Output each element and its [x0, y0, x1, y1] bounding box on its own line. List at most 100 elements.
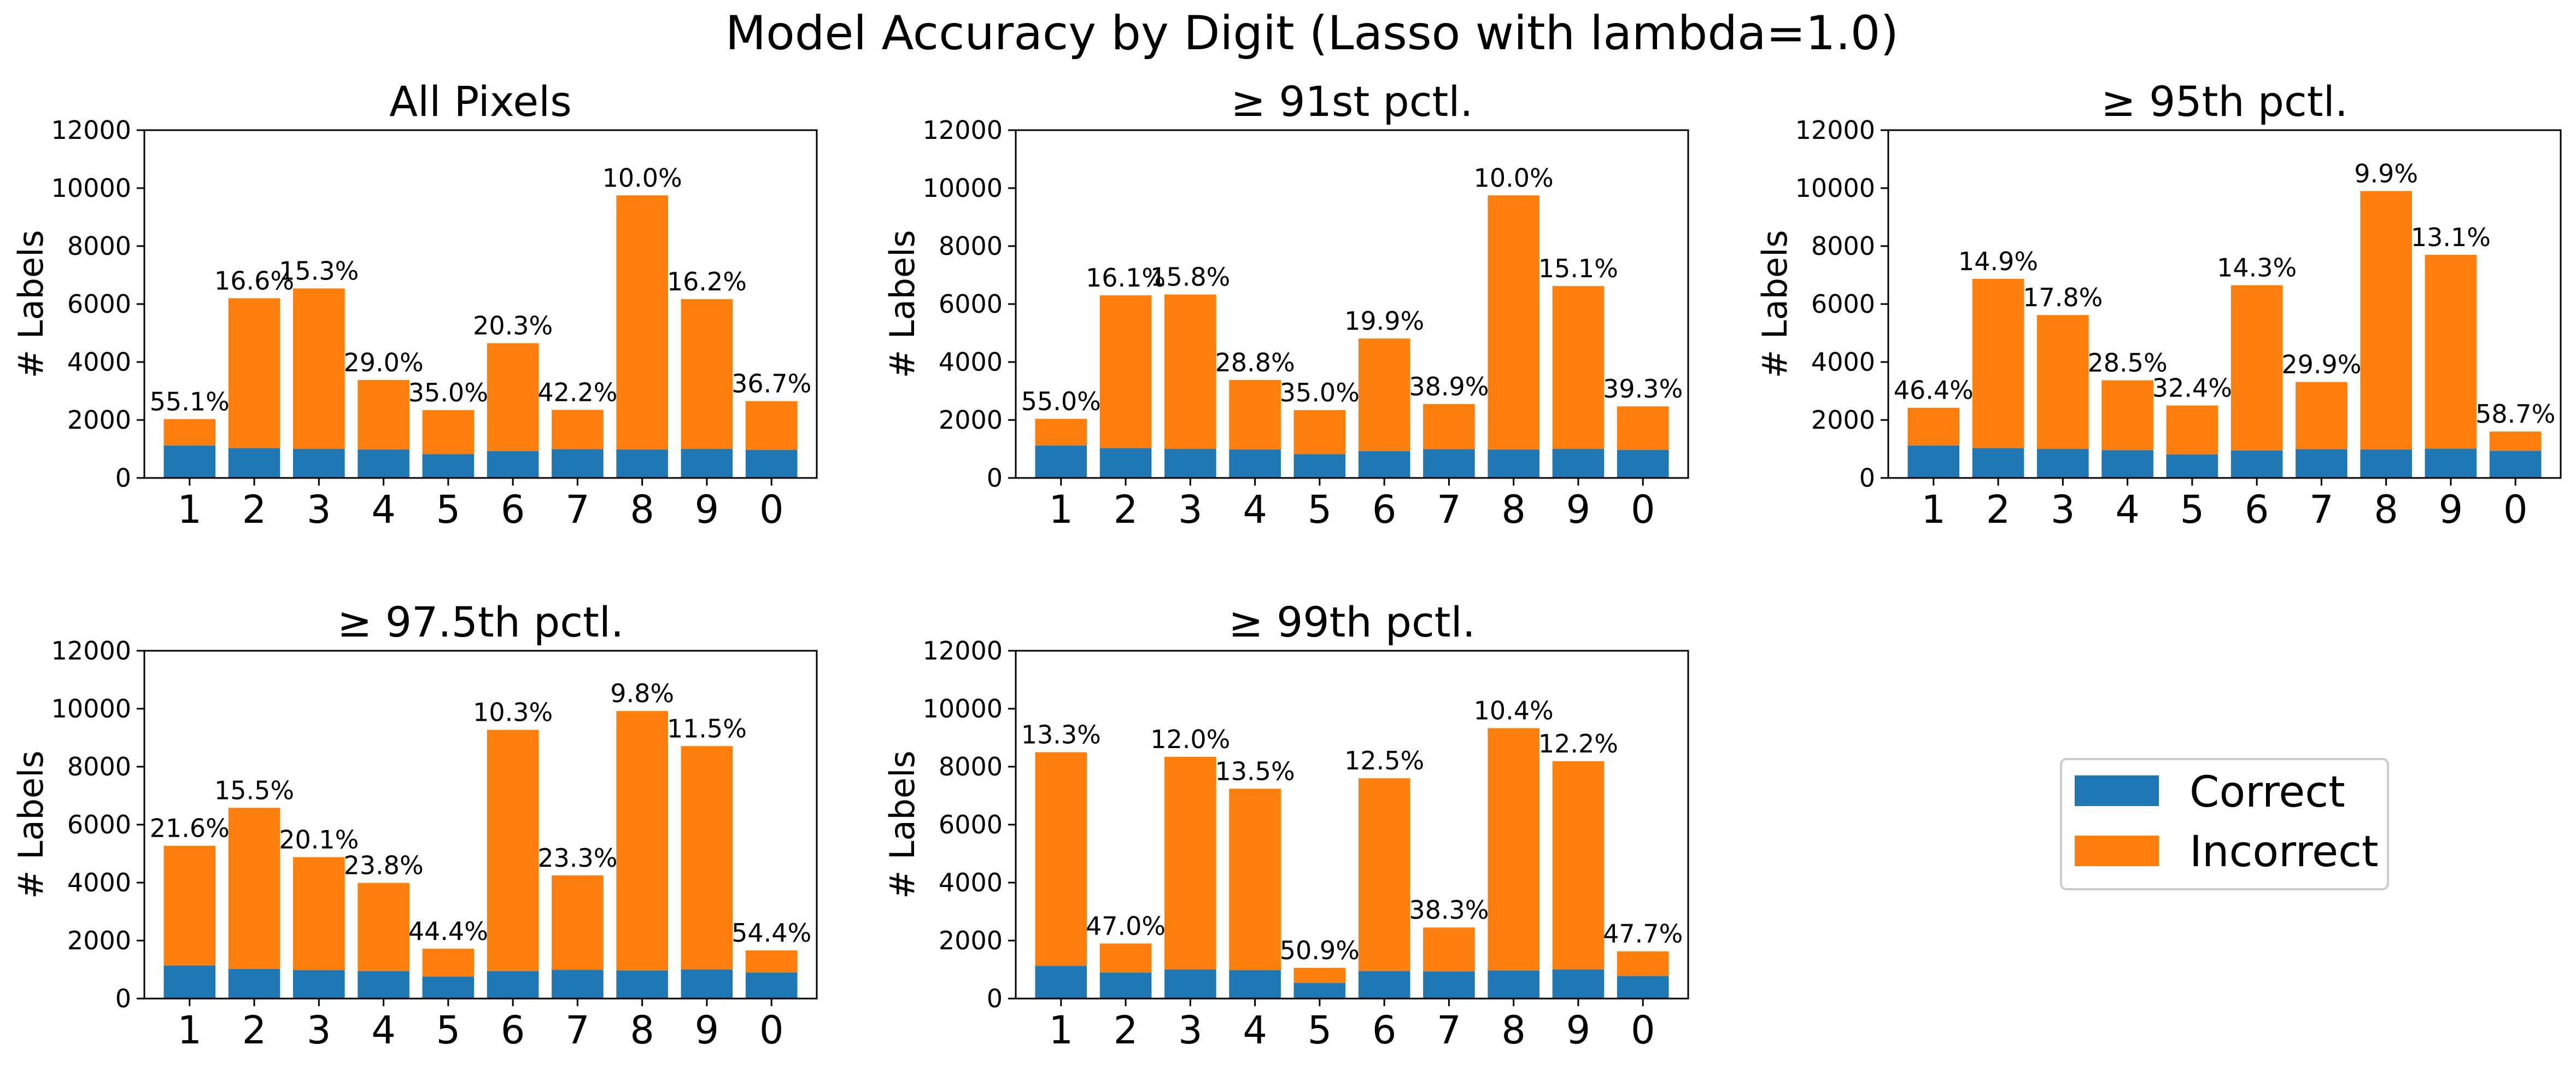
data-label-1: 55.0% [1021, 387, 1101, 416]
data-label-4: 13.5% [1215, 756, 1295, 786]
bar-correct-4 [1229, 450, 1281, 478]
panel-title: All Pixels [389, 77, 572, 126]
bar-incorrect-1 [1035, 752, 1087, 966]
x-tick-label: 9 [695, 1008, 719, 1053]
data-label-1: 46.4% [1894, 376, 1974, 405]
x-tick-label: 7 [1437, 487, 1461, 532]
data-label-6: 14.3% [2217, 253, 2297, 283]
x-tick-label: 2 [1986, 487, 2011, 532]
bar-correct-1 [1035, 445, 1087, 478]
x-tick-label: 6 [501, 1008, 525, 1053]
bar-correct-5 [422, 976, 475, 999]
bar-incorrect-9 [1552, 761, 1605, 970]
data-label-9: 15.1% [1538, 254, 1618, 283]
y-tick-label: 10000 [923, 694, 1003, 723]
bar-incorrect-5 [1293, 967, 1346, 983]
data-label-9: 13.1% [2411, 223, 2491, 252]
data-label-3: 17.8% [2023, 283, 2103, 312]
x-tick-label: 8 [1501, 487, 1526, 532]
bar-incorrect-4 [358, 883, 409, 971]
data-label-8: 10.0% [602, 163, 682, 192]
y-tick-label: 12000 [1795, 115, 1875, 145]
x-tick-label: 5 [2180, 487, 2205, 532]
x-tick-label: 3 [1178, 1008, 1203, 1053]
x-tick-label: 5 [436, 487, 461, 532]
data-label-1: 55.1% [150, 387, 230, 416]
data-label-2: 16.6% [214, 266, 294, 295]
y-tick-label: 12000 [923, 636, 1003, 666]
data-label-6: 10.3% [473, 698, 553, 727]
bar-correct-6 [487, 971, 539, 999]
y-tick-label: 8000 [1811, 231, 1875, 261]
y-tick-label: 2000 [939, 926, 1003, 955]
bar-correct-7 [2296, 449, 2347, 478]
panels: All Pixels # Labels 0 2000 4000 6000 8000 10000… [11, 77, 2562, 1053]
bar-correct-8 [616, 450, 668, 478]
data-label-4: 23.8% [344, 851, 424, 880]
bar-correct-1 [163, 965, 216, 999]
x-tick-label: 8 [630, 487, 654, 532]
y-tick-label: 8000 [939, 752, 1003, 781]
bar-correct-7 [1423, 971, 1475, 999]
legend: Correct Incorrect [2060, 758, 2389, 890]
y-axis-label: # Labels [1755, 230, 1795, 378]
data-label-5: 35.0% [1280, 378, 1360, 407]
legend-swatch-correct [2075, 775, 2159, 806]
x-tick-label: 6 [2245, 487, 2269, 532]
x-tick-label: 8 [630, 1008, 654, 1053]
y-tick-label: 0 [115, 984, 131, 1013]
bar-correct-3 [293, 970, 345, 999]
bar-correct-6 [2230, 450, 2283, 478]
data-label-4: 29.0% [344, 348, 424, 377]
bar-incorrect-1 [163, 419, 216, 446]
x-tick-label: 9 [695, 487, 719, 532]
x-tick-label: 4 [1243, 1008, 1267, 1053]
data-label-7: 38.3% [1409, 895, 1489, 925]
bar-incorrect-3 [2037, 315, 2089, 449]
bar-correct-2 [228, 448, 280, 478]
y-tick-label: 12000 [923, 115, 1003, 145]
x-tick-label: 8 [2374, 487, 2398, 532]
x-tick-label: 2 [242, 1008, 267, 1053]
bar-correct-4 [358, 450, 409, 478]
data-label-3: 15.3% [279, 256, 359, 285]
x-tick-label: 3 [307, 1008, 331, 1053]
bar-incorrect-3 [1164, 294, 1216, 449]
bar-incorrect-5 [2166, 405, 2218, 455]
data-label-4: 28.5% [2088, 348, 2168, 377]
data-label-8: 10.4% [1474, 696, 1554, 726]
y-tick-label: 6000 [1811, 289, 1875, 319]
data-label-5: 35.0% [408, 378, 488, 407]
bar-incorrect-8 [1488, 195, 1539, 450]
data-label-2: 14.9% [1958, 247, 2038, 276]
y-tick-label: 4000 [67, 347, 131, 377]
x-tick-label: 7 [565, 1008, 590, 1053]
panel-title: ≥ 99th pctl. [1228, 598, 1476, 646]
bar-incorrect-4 [1229, 380, 1281, 450]
bar-incorrect-2 [1099, 295, 1152, 448]
bar-incorrect-0 [745, 950, 798, 973]
y-tick-label: 10000 [51, 173, 131, 203]
bar-incorrect-6 [1358, 339, 1410, 451]
y-tick-label: 6000 [67, 289, 131, 319]
panel-4: ≥ 97.5th pctl. # Labels 0 2000 4000 6000 8000 1… [11, 598, 818, 1053]
data-label-2: 16.1% [1086, 263, 1166, 293]
data-label-7: 29.9% [2281, 350, 2361, 380]
y-tick-label: 10000 [51, 694, 131, 723]
bar-correct-9 [1552, 449, 1605, 478]
panel-title: ≥ 95th pctl. [2101, 77, 2348, 126]
bar-correct-0 [1617, 450, 1669, 478]
data-label-7: 23.3% [537, 843, 617, 873]
x-tick-label: 4 [1243, 487, 1267, 532]
y-axis-label: # Labels [11, 750, 51, 898]
bar-incorrect-9 [681, 746, 733, 970]
x-tick-label: 4 [2115, 487, 2140, 532]
panel-1: All Pixels # Labels 0 2000 4000 6000 8000 10000… [11, 77, 818, 532]
y-tick-label: 10000 [923, 173, 1003, 203]
bar-incorrect-6 [1358, 778, 1410, 971]
y-tick-label: 2000 [939, 405, 1003, 435]
y-tick-label: 0 [1859, 463, 1875, 493]
bar-correct-8 [2360, 450, 2412, 478]
x-tick-label: 9 [1566, 487, 1591, 532]
